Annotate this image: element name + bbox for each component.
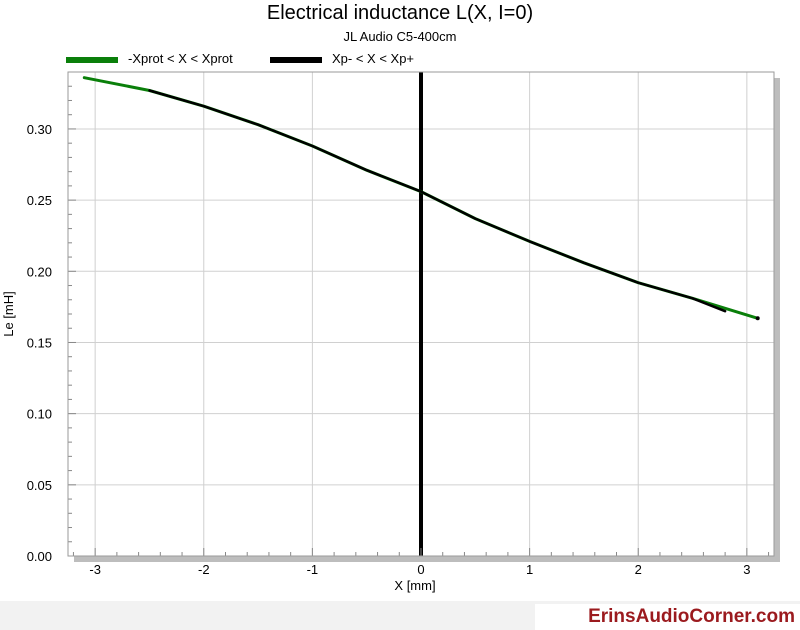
chart-subtitle: JL Audio C5-400cm <box>343 29 457 44</box>
y-tick-label: 0.15 <box>27 335 52 350</box>
y-tick-label: 0.05 <box>27 478 52 493</box>
inductance-chart: -3 -2 -1 0 1 2 3 0.00 0.05 0.10 0.15 0.20 0.25 0.30 X… <box>1 71 780 593</box>
y-tick-label: 0.25 <box>27 193 52 208</box>
x-tick-label: -1 <box>307 562 319 577</box>
y-axis-label: Le [mH] <box>1 291 16 337</box>
legend-label-xp: Xp- < X < Xp+ <box>332 51 415 66</box>
plot-shadow-bottom <box>74 556 780 562</box>
x-tick-label: 3 <box>743 562 750 577</box>
x-tick-label: 2 <box>635 562 642 577</box>
footer-brand-box <box>535 604 800 630</box>
y-tick-label: 0.00 <box>27 549 52 564</box>
x-axis-label: X [mm] <box>394 578 435 593</box>
x-tick-label: -2 <box>198 562 210 577</box>
y-tick-label: 0.10 <box>27 407 52 422</box>
x-tick-label: 0 <box>417 562 424 577</box>
y-tick-label: 0.30 <box>27 122 52 137</box>
series-end-marker <box>755 316 760 321</box>
legend-label-xprot: -Xprot < X < Xprot <box>128 51 233 66</box>
legend-swatch-xp <box>270 57 322 63</box>
y-tick-label: 0.20 <box>27 264 52 279</box>
series-line-xp <box>148 89 727 313</box>
legend-swatch-xprot <box>66 57 118 63</box>
plot-frame <box>67 71 775 557</box>
x-tick-label: -3 <box>89 562 101 577</box>
chart-title: Electrical inductance L(X, I=0) <box>266 2 534 24</box>
plot-shadow-right <box>774 78 780 562</box>
x-tick-label: 1 <box>526 562 533 577</box>
footer-brand: ErinsAudioCorner.com <box>588 606 795 627</box>
